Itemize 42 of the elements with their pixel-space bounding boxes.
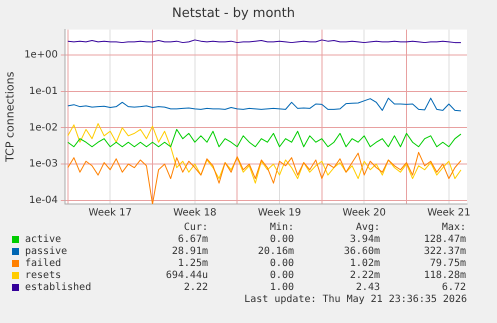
text: 6.67m: [176, 234, 208, 246]
text: 128.47m: [422, 234, 466, 246]
y-tick-label: 1e-01: [28, 86, 58, 97]
text: Min:: [268, 222, 294, 234]
text: 1.02m: [348, 258, 380, 270]
y-tick-label: 1e-04: [28, 195, 58, 206]
legend-label: passive: [24, 246, 68, 258]
text: 36.60m: [342, 246, 380, 258]
text: 6.72: [440, 282, 466, 294]
text: 0.00: [268, 234, 294, 246]
legend-label: resets: [24, 270, 62, 282]
text: Last update: Thu May 21 23:36:35 2026: [244, 294, 467, 305]
y-axis-title: TCP connections: [3, 71, 16, 163]
text: 20.16m: [256, 246, 294, 258]
text: 694.44u: [164, 270, 208, 282]
text: Avg:: [354, 222, 380, 234]
text: 1.00: [268, 282, 294, 294]
text: 0.00: [268, 270, 294, 282]
x-tick-label: Week 18: [173, 208, 217, 219]
text: 322.37m: [422, 246, 466, 258]
legend-label: active: [24, 234, 62, 246]
text: 2.22: [182, 282, 208, 294]
text: Cur:: [182, 222, 208, 234]
text: 118.28m: [422, 270, 466, 282]
x-tick-label: Week 20: [342, 208, 386, 219]
text: 2.22m: [348, 270, 380, 282]
text: 3.94m: [348, 234, 380, 246]
y-tick-label: 1e-02: [28, 122, 58, 134]
x-tick-label: Week 19: [258, 208, 302, 219]
chart-title: Netstat - by month: [172, 6, 295, 22]
legend-label: established: [24, 282, 92, 294]
x-tick-label: Week 21: [427, 208, 471, 219]
text: 1.25m: [176, 258, 208, 270]
text: 2.43: [354, 282, 380, 294]
text: 79.75m: [428, 258, 466, 270]
y-tick-label: 1e-03: [28, 158, 58, 170]
text: 0.00: [268, 258, 294, 270]
text: Max:: [440, 222, 466, 234]
x-tick-label: Week 17: [88, 208, 132, 219]
legend-label: failed: [24, 258, 62, 270]
text: 28.91m: [170, 246, 208, 258]
y-tick-label: 1e+00: [24, 50, 58, 61]
